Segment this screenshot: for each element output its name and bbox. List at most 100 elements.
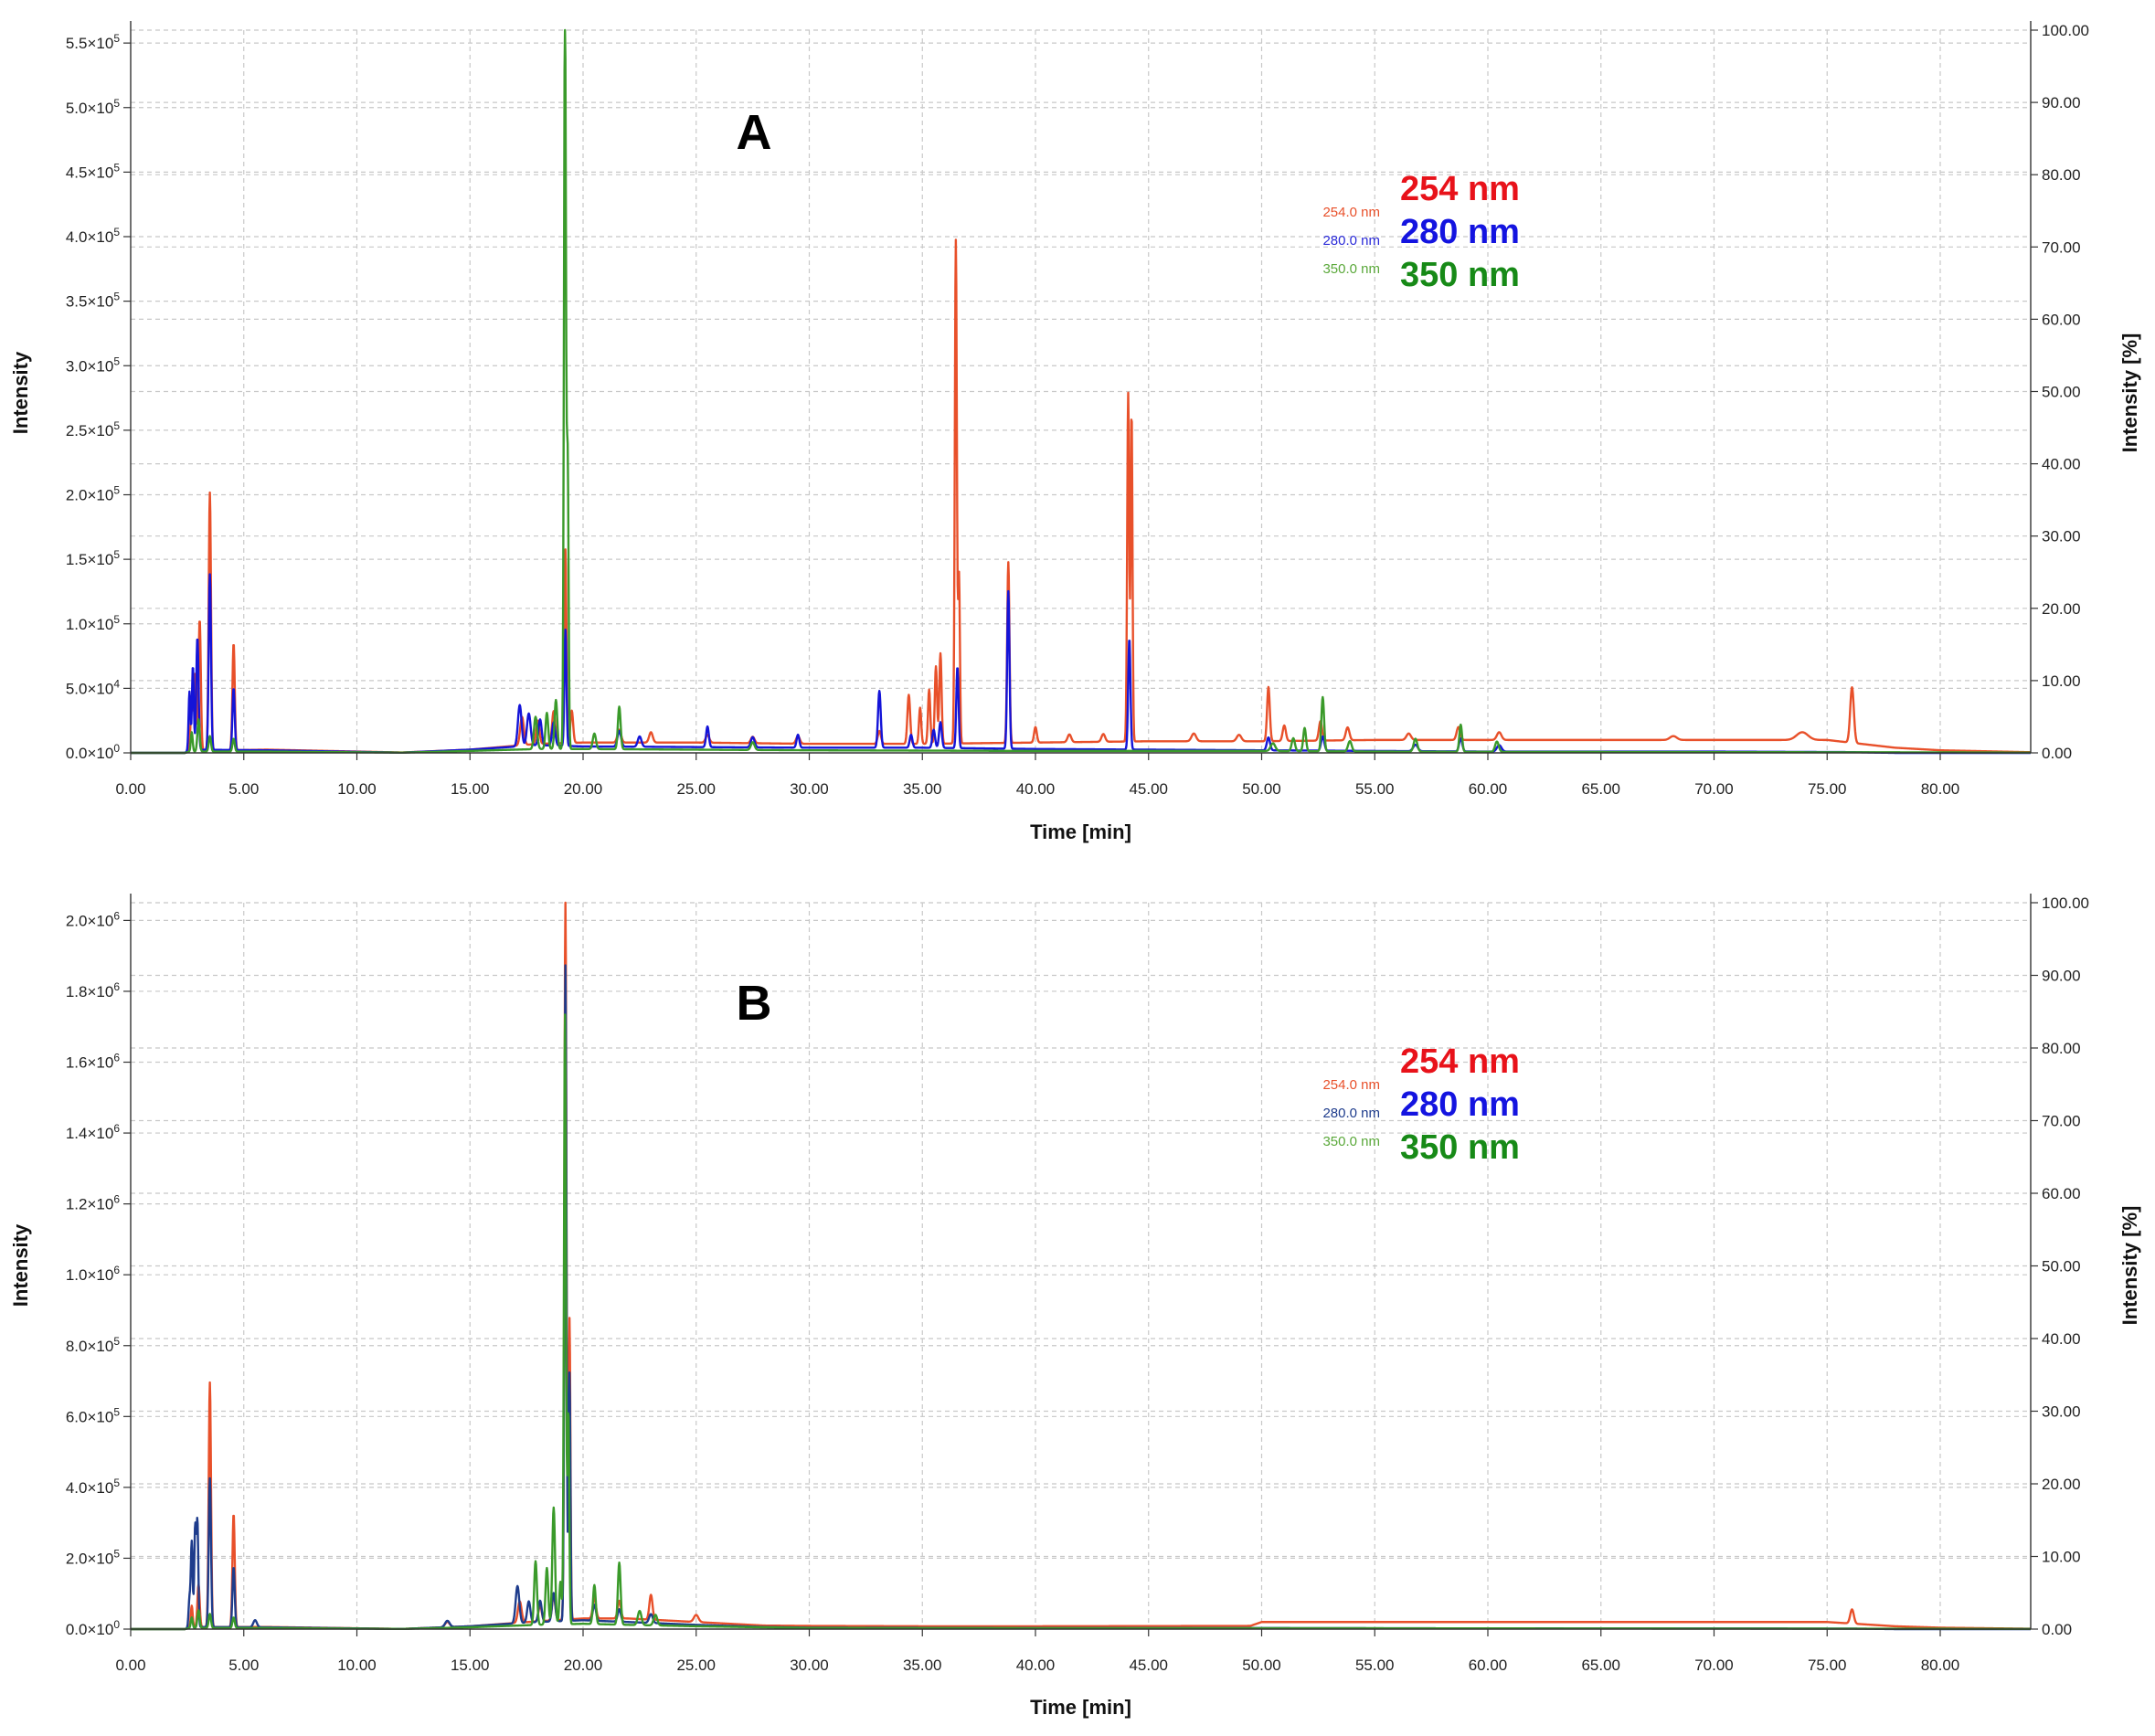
x-tick-label: 30.00	[790, 1657, 829, 1674]
y-tick-exponent: 5	[113, 291, 120, 303]
y-tick-label: 5.0×105	[66, 97, 120, 117]
y-tick-label: 0.0×100	[66, 742, 120, 762]
x-tick-label: 50.00	[1242, 1657, 1281, 1674]
y2-axis-title: Intensity [%]	[2118, 1206, 2141, 1326]
y-tick-times: ×10	[87, 745, 113, 762]
x-axis-title: Time [min]	[1030, 820, 1131, 843]
y2-tick-label: 100.00	[2042, 894, 2089, 912]
y-tick-exponent: 5	[113, 419, 120, 432]
y-tick-mantissa: 5.0	[66, 680, 88, 697]
y-tick-label: 0.0×100	[66, 1618, 120, 1638]
legend: 254.0 nm 254 nm 280.0 nm 280 nm 350.0 nm 350 …	[1322, 1043, 1520, 1167]
y-tick-exponent: 5	[113, 1405, 120, 1418]
y-tick-mantissa: 1.8	[66, 983, 88, 1000]
y-tick-label: 6.0×105	[66, 1405, 120, 1425]
y-tick-times: ×10	[87, 1125, 113, 1142]
panel-label: A	[737, 105, 772, 160]
x-tick-label: 40.00	[1016, 780, 1056, 798]
y2-tick-label: 10.00	[2042, 672, 2081, 690]
x-axis-title: Time [min]	[1030, 1696, 1131, 1719]
y-tick-mantissa: 4.0	[66, 1479, 88, 1497]
y-tick-exponent: 5	[113, 484, 120, 497]
y-tick-label: 8.0×105	[66, 1335, 120, 1355]
y-tick-label: 3.5×105	[66, 291, 120, 311]
y2-tick-label: 70.00	[2042, 238, 2081, 256]
y2-tick-label: 50.00	[2042, 1258, 2081, 1276]
x-tick-label: 40.00	[1016, 1657, 1056, 1674]
y2-tick-label: 90.00	[2042, 94, 2081, 111]
y-tick-exponent: 5	[113, 1547, 120, 1560]
y-tick-label: 4.0×105	[66, 226, 120, 246]
legend-entry-label: 280.0 nm	[1322, 233, 1380, 249]
y-tick-exponent: 6	[113, 1264, 120, 1276]
y-tick-mantissa: 5.5	[66, 35, 88, 52]
y-tick-label: 2.0×105	[66, 1547, 120, 1567]
x-tick-label: 35.00	[903, 1657, 942, 1674]
legend-wavelength-annotation: 254 nm	[1400, 1043, 1520, 1081]
x-tick-label: 80.00	[1921, 780, 1960, 798]
y2-tick-label: 60.00	[2042, 1185, 2081, 1202]
y-tick-mantissa: 3.0	[66, 357, 88, 375]
y-tick-mantissa: 0.0	[66, 1621, 88, 1638]
axes: 0.00 5.00 10.00 15.00 20.00 25.00 30.00 35.00 40…	[66, 21, 2089, 798]
y-tick-mantissa: 1.0	[66, 616, 88, 633]
legend-entry-label: 280.0 nm	[1322, 1106, 1380, 1121]
y2-tick-label: 90.00	[2042, 968, 2081, 985]
y-tick-exponent: 5	[113, 32, 120, 45]
legend-wavelength-annotation: 280 nm	[1400, 213, 1520, 251]
x-tick-label: 25.00	[676, 1657, 716, 1674]
y-tick-exponent: 0	[113, 1618, 120, 1631]
x-tick-label: 45.00	[1129, 780, 1168, 798]
y-tick-times: ×10	[87, 422, 113, 439]
grid	[131, 902, 2031, 1629]
y-tick-times: ×10	[87, 100, 113, 117]
y-tick-mantissa: 1.0	[66, 1266, 88, 1284]
x-tick-label: 75.00	[1808, 1657, 1847, 1674]
x-tick-label: 15.00	[451, 1657, 490, 1674]
y-axis-title: Intensity	[9, 351, 32, 434]
x-tick-label: 65.00	[1581, 780, 1620, 798]
y-tick-times: ×10	[87, 228, 113, 246]
y2-tick-label: 20.00	[2042, 1476, 2081, 1493]
y-tick-label: 1.5×105	[66, 548, 120, 568]
y2-tick-label: 30.00	[2042, 1403, 2081, 1421]
y-tick-exponent: 6	[113, 1122, 120, 1135]
y-tick-times: ×10	[87, 680, 113, 697]
x-tick-label: 55.00	[1355, 1657, 1395, 1674]
y2-tick-label: 0.00	[2042, 745, 2072, 762]
x-tick-label: 50.00	[1242, 780, 1281, 798]
x-tick-label: 80.00	[1921, 1657, 1960, 1674]
y-tick-exponent: 5	[113, 226, 120, 238]
chart-panel-b: 0.00 5.00 10.00 15.00 20.00 25.00 30.00 35.00 40…	[9, 894, 2141, 1719]
y-tick-label: 3.0×105	[66, 355, 120, 375]
y-axis-title: Intensity	[9, 1223, 32, 1307]
y2-tick-label: 20.00	[2042, 600, 2081, 618]
legend-entry-label: 350.0 nm	[1322, 261, 1380, 277]
y2-tick-label: 80.00	[2042, 1040, 2081, 1057]
y-tick-exponent: 6	[113, 909, 120, 922]
y-tick-exponent: 5	[113, 1477, 120, 1489]
y-tick-label: 2.0×105	[66, 484, 120, 504]
y-tick-times: ×10	[87, 616, 113, 633]
legend-entry-label: 350.0 nm	[1322, 1134, 1380, 1149]
y2-axis-title: Intensity [%]	[2118, 333, 2141, 453]
y-tick-mantissa: 6.0	[66, 1408, 88, 1425]
y-tick-mantissa: 2.0	[66, 487, 88, 504]
y-tick-times: ×10	[87, 1338, 113, 1355]
y-tick-mantissa: 1.2	[66, 1196, 88, 1213]
y-tick-mantissa: 2.0	[66, 1550, 88, 1567]
y-tick-mantissa: 5.0	[66, 100, 88, 117]
y-tick-label: 1.0×106	[66, 1264, 120, 1284]
y-tick-mantissa: 0.0	[66, 745, 88, 762]
y-tick-times: ×10	[87, 487, 113, 504]
y-tick-exponent: 6	[113, 1193, 120, 1206]
grid	[131, 29, 2031, 753]
chart-panel-a: 0.00 5.00 10.00 15.00 20.00 25.00 30.00 35.00 40…	[9, 21, 2141, 843]
y-tick-mantissa: 1.6	[66, 1054, 88, 1072]
x-tick-label: 35.00	[903, 780, 942, 798]
x-tick-label: 70.00	[1694, 1657, 1734, 1674]
y2-tick-label: 0.00	[2042, 1621, 2072, 1638]
y-tick-label: 2.0×106	[66, 909, 120, 929]
series-traces	[130, 28, 2032, 755]
y-tick-exponent: 4	[113, 677, 120, 690]
